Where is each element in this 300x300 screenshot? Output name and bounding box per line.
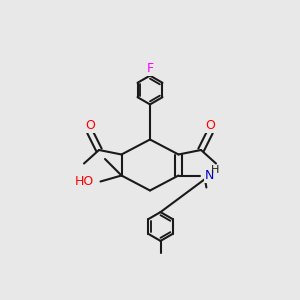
Text: H: H	[211, 165, 219, 175]
Text: O: O	[205, 119, 215, 132]
Text: F: F	[146, 61, 154, 75]
Text: HO: HO	[75, 175, 94, 188]
Text: N: N	[205, 169, 214, 182]
Text: O: O	[85, 119, 95, 132]
